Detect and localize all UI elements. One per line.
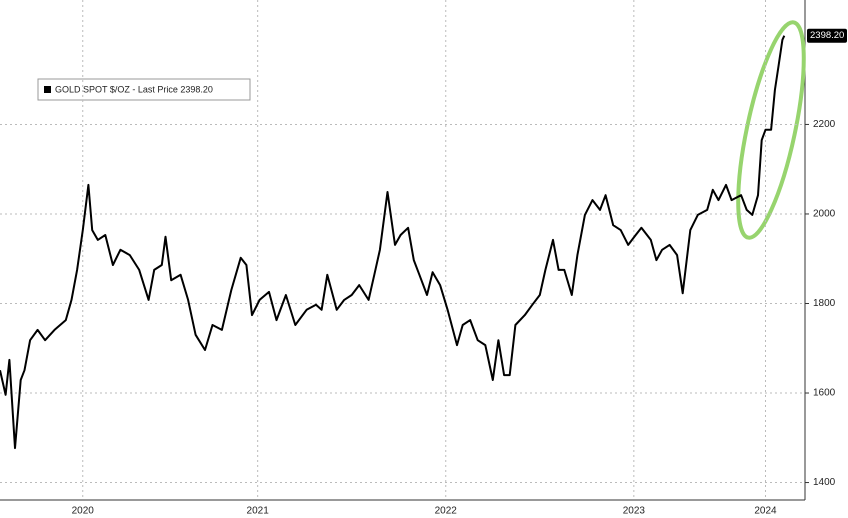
x-tick-label: 2021: [247, 506, 270, 517]
legend-swatch: [44, 86, 51, 93]
x-tick-label: 2023: [623, 506, 646, 517]
last-price-tag: [807, 28, 847, 43]
price-line: [0, 35, 786, 450]
legend: GOLD SPOT $/OZ - Last Price 2398.20: [37, 78, 251, 101]
legend-label: GOLD SPOT $/OZ - Last Price 2398.20: [55, 84, 213, 94]
legend-box: [37, 78, 251, 101]
y-tick-label: 1600: [813, 388, 836, 399]
y-tick-label: 2000: [813, 209, 836, 220]
last-price-label: 2398.20: [810, 30, 844, 41]
x-tick-label: 2020: [72, 506, 95, 517]
x-tick-label: 2022: [435, 506, 458, 517]
y-tick-label: 1400: [813, 477, 836, 488]
y-tick-label: 1800: [813, 298, 836, 309]
x-tick-label: 2024: [754, 506, 777, 517]
y-tick-label: 2200: [813, 119, 836, 130]
highlight-ellipse: [736, 20, 806, 240]
